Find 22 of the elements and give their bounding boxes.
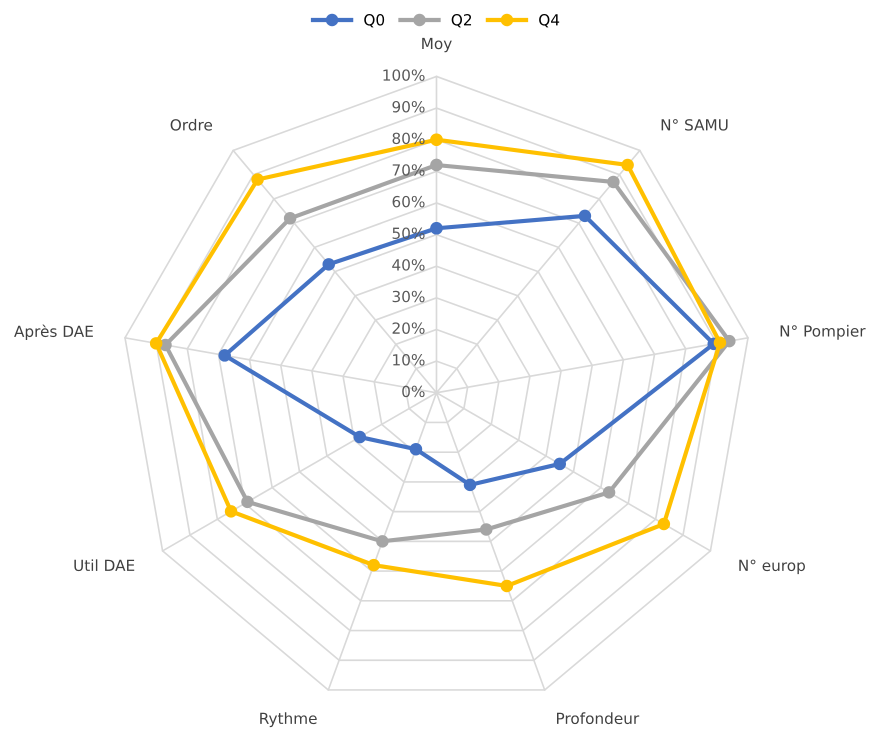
spoke-label: Ordre [170, 118, 212, 131]
spoke-label: Profondeur [556, 712, 640, 724]
y-tick-label: 0% [402, 386, 425, 398]
y-tick-label: 80% [392, 132, 425, 144]
legend-label: Q4 [539, 14, 560, 28]
y-tick-label: 100% [383, 69, 425, 81]
spoke-label: N° SAMU [662, 119, 728, 131]
spoke-label: Après DAE [14, 324, 93, 340]
y-tick-label: 10% [393, 354, 425, 366]
spoke-label: Util DAE [74, 559, 134, 572]
legend-label: Q0 [364, 14, 384, 28]
spoke-label: N° Pompier [780, 324, 866, 340]
y-tick-label: 30% [392, 290, 425, 302]
legend-label: Q2 [452, 14, 472, 28]
y-tick-label: 90% [392, 100, 425, 113]
y-tick-label: 60% [392, 196, 425, 208]
y-tick-label: 20% [392, 322, 425, 334]
y-tick-label: 70% [392, 164, 425, 176]
spoke-label: Rythme [260, 712, 317, 728]
spoke-label: Moy [422, 38, 452, 52]
y-tick-label: 40% [392, 259, 425, 271]
spoke-label: N° europ [739, 560, 805, 574]
